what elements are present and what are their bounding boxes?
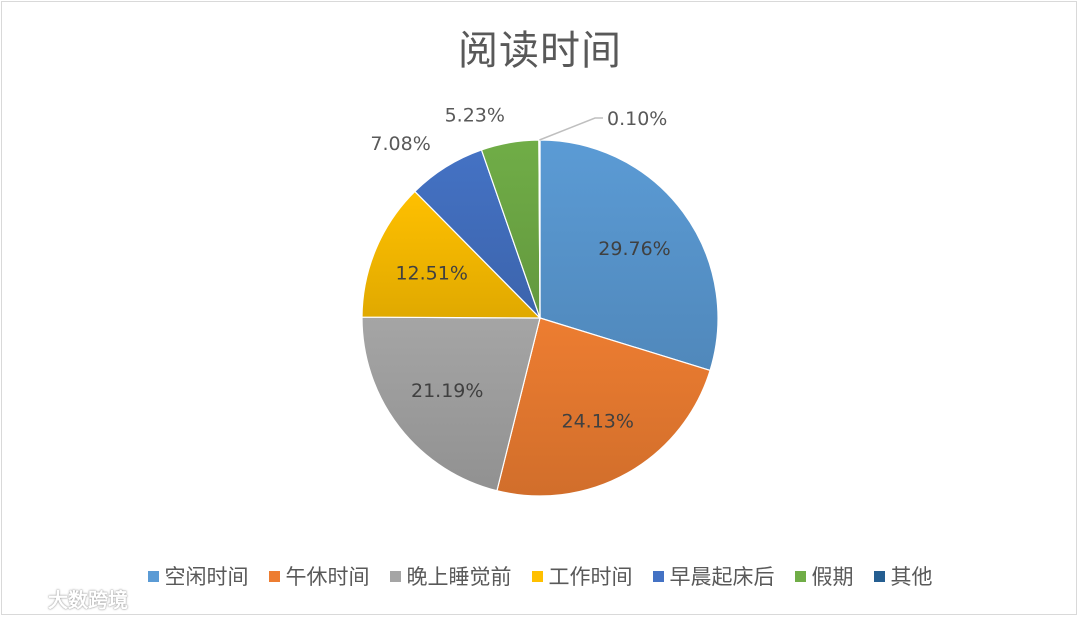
legend-swatch-0 (147, 570, 159, 582)
legend-item-1: 午休时间 (268, 561, 370, 591)
slice-label-4: 7.08% (370, 133, 430, 155)
legend-swatch-1 (268, 570, 280, 582)
legend-item-3: 工作时间 (531, 561, 633, 591)
chart-title: 阅读时间 (458, 28, 622, 74)
legend-swatch-4 (652, 570, 664, 582)
slice-label-3: 12.51% (395, 262, 467, 284)
legend-label-3: 工作时间 (548, 565, 633, 589)
slice-label-6: 0.10% (607, 108, 667, 130)
pie-slice-2 (361, 316, 541, 492)
chart-legend: 空闲时间 午休时间 晚上睡觉前 工作时间 早晨起床后 假期 其他 (0, 561, 1080, 591)
legend-label-0: 空闲时间 (164, 565, 249, 589)
pie-slice-0 (539, 139, 719, 372)
slice-label-2: 21.19% (411, 380, 483, 402)
slice-label-1: 24.13% (561, 410, 633, 432)
legend-swatch-2 (389, 570, 401, 582)
legend-item-2: 晚上睡觉前 (389, 561, 512, 591)
leader-line-6 (539, 117, 603, 141)
legend-item-6: 其他 (873, 561, 933, 591)
slice-label-5: 5.23% (445, 105, 505, 127)
legend-label-2: 晚上睡觉前 (406, 565, 512, 589)
legend-swatch-5 (794, 570, 806, 582)
legend-swatch-3 (531, 570, 543, 582)
legend-label-6: 其他 (890, 565, 933, 589)
legend-swatch-6 (873, 570, 885, 582)
legend-item-4: 早晨起床后 (652, 561, 775, 591)
watermark-logo-icon (14, 585, 44, 612)
legend-label-1: 午休时间 (285, 565, 370, 589)
legend-label-4: 早晨起床后 (669, 565, 775, 589)
pie-slice-3 (361, 190, 542, 319)
watermark-text: 大数跨境 (48, 588, 128, 612)
legend-item-0: 空闲时间 (147, 561, 249, 591)
pie-slice-1 (496, 317, 711, 497)
watermark: 大数跨境 (14, 584, 128, 613)
legend-item-5: 假期 (794, 561, 854, 591)
legend-label-5: 假期 (811, 565, 854, 589)
slice-label-0: 29.76% (598, 238, 670, 260)
